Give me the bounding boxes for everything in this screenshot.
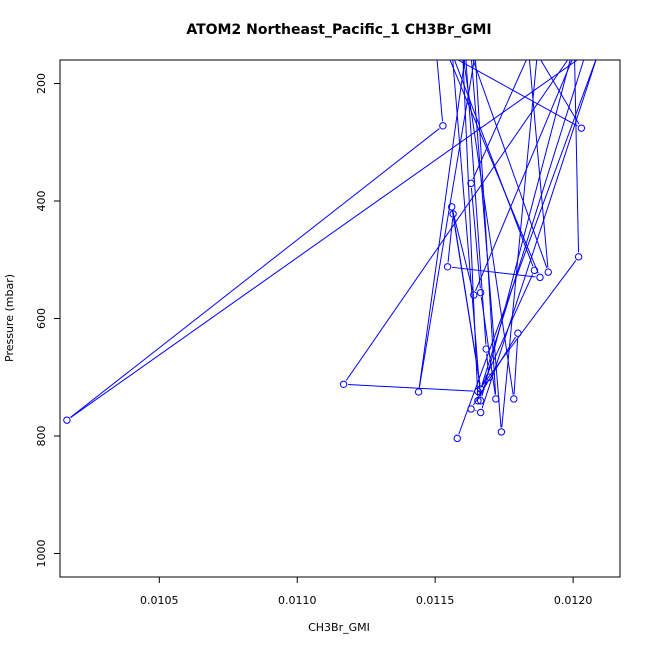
data-point [414,388,423,396]
data-point [476,288,485,297]
series-line-segment [462,60,479,397]
y-tick-label: 600 [35,308,48,329]
data-point [582,51,588,57]
data-point [510,395,518,403]
series-line-segment [472,60,548,269]
series-line-segment [481,60,597,409]
data-point [534,51,540,57]
data-point [468,51,474,57]
data-point [526,51,532,57]
series-line-segment [436,60,443,122]
series-line-segment [458,60,597,435]
series-line-segment [348,384,474,392]
series-line-segment [452,266,536,278]
data-point [470,291,478,299]
data-layer [63,51,601,443]
y-tick-label: 800 [35,426,48,447]
series-line-segment [453,60,534,267]
data-point [482,345,490,353]
data-point [474,397,482,405]
data-point [448,203,456,211]
data-point [467,179,475,188]
series-line-segment [481,60,571,397]
data-point [439,122,447,130]
series-line-segment [540,60,580,125]
series-line-segment [501,60,538,428]
x-tick-label: 0.0115 [416,594,455,607]
data-point [536,273,544,282]
series-line-segment [528,60,549,268]
data-point [449,210,457,218]
data-point [444,51,450,57]
data-point [63,416,71,424]
data-point [476,408,485,417]
series-line-segment [472,60,527,180]
x-tick-label: 0.0120 [554,594,593,607]
series-line-segment [470,187,481,289]
data-point [443,263,452,271]
x-tick-label: 0.0105 [140,594,179,607]
series-line-segment [345,60,569,381]
data-point [530,266,539,275]
series-line-segment [574,60,580,253]
series-line-segment [452,211,474,291]
data-point [492,395,500,403]
x-tick-label: 0.0110 [278,594,317,607]
data-point [339,380,348,388]
data-point [449,51,455,57]
data-point [476,385,485,393]
data-point [472,51,478,57]
data-point [485,373,493,381]
data-point [595,51,601,57]
series-line-segment [449,60,539,274]
y-axis-label: Pressure (mbar) [3,274,16,362]
series-line-segment [447,218,454,263]
x-axis-label: CH3Br_GMI [308,621,370,634]
data-point [453,434,461,443]
x-axis: 0.0105 0.0110 0.0115 0.0120 [140,577,592,607]
data-point [433,51,439,57]
data-point [569,51,575,57]
series-line-segment [418,60,466,388]
y-tick-label: 200 [35,73,48,94]
chart-title: ATOM2 Northeast_Pacific_1 CH3Br_GMI [186,22,491,38]
series-line-segment [70,128,440,418]
series-line-segment [475,60,497,395]
data-point [571,51,577,57]
data-point [577,124,586,132]
series-line-segment [513,337,519,395]
data-point [497,428,506,436]
data-point [462,51,468,57]
series-line-segment [465,60,487,345]
series-line-segment [70,60,579,418]
data-point [467,405,475,413]
data-point [544,268,552,276]
data-point [460,51,466,57]
y-tick-label: 400 [35,191,48,212]
y-axis: 200 400 600 800 1000 [35,73,60,568]
data-point [574,253,583,261]
data-point [514,329,522,337]
data-point [476,397,485,405]
y-tick-label: 1000 [35,540,48,568]
